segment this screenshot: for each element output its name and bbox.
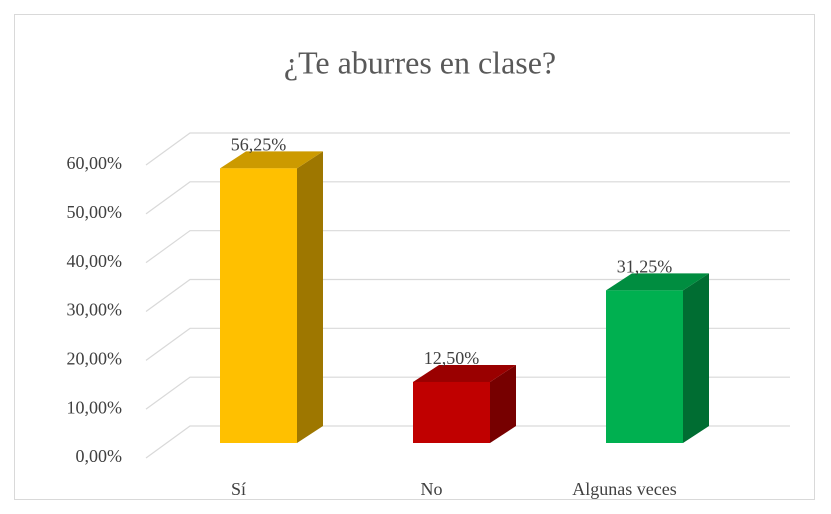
y-tick-label: 40,00% — [67, 251, 123, 271]
y-tick-label: 10,00% — [67, 397, 123, 417]
bar-top — [413, 364, 516, 382]
bar-top — [220, 151, 323, 169]
bar — [220, 151, 323, 443]
bar — [606, 273, 709, 443]
bar-front — [606, 290, 683, 443]
bar-side — [490, 364, 516, 443]
grid-line — [145, 132, 790, 166]
grid-line — [145, 278, 790, 312]
y-tick-label: 0,00% — [76, 446, 123, 466]
y-tick-label: 50,00% — [67, 202, 123, 222]
grid-line — [145, 230, 790, 264]
x-tick-label: Sí — [231, 479, 246, 499]
bar-front — [220, 168, 297, 443]
y-tick-label: 60,00% — [67, 153, 123, 173]
y-tick-label: 30,00% — [67, 300, 123, 320]
bar — [413, 364, 516, 443]
grid-line — [145, 425, 790, 459]
chart-title: ¿Te aburres en clase? — [284, 44, 556, 80]
bar-top — [606, 273, 709, 291]
y-tick-label: 20,00% — [67, 348, 123, 368]
data-label: 56,25% — [231, 134, 287, 154]
grid-line — [145, 376, 790, 410]
x-tick-label: No — [421, 479, 443, 499]
grid-line — [145, 327, 790, 361]
bar-front — [413, 381, 490, 443]
data-label: 12,50% — [424, 348, 480, 368]
data-label: 31,25% — [617, 257, 673, 277]
x-tick-label: Algunas veces — [572, 479, 676, 499]
bar-side — [297, 151, 323, 443]
bar-side — [683, 273, 709, 443]
grid-line — [145, 181, 790, 215]
